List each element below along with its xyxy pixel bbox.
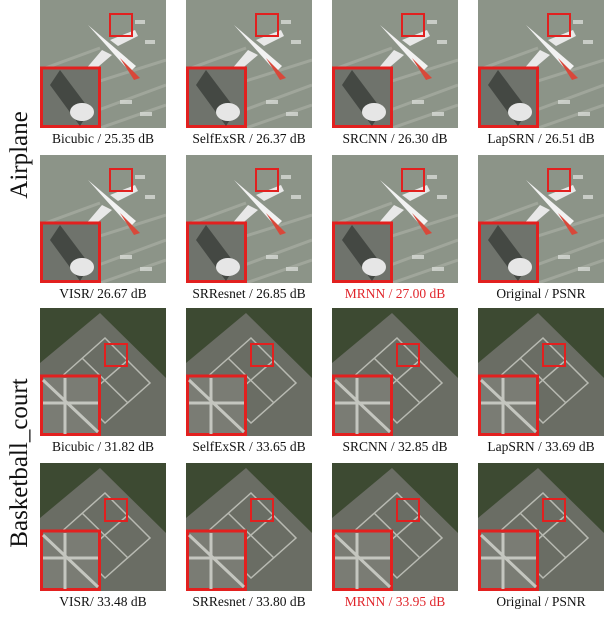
image: [332, 308, 458, 436]
image: [40, 308, 166, 436]
image-thumbnail: [478, 308, 604, 436]
caption: SelfExSR / 33.65 dB: [176, 439, 322, 455]
image-thumbnail: [332, 463, 458, 591]
image: [332, 0, 458, 128]
caption: VISR/ 33.48 dB: [30, 594, 176, 610]
image: [478, 308, 604, 436]
caption: Original / PSNR: [468, 286, 604, 302]
image-thumbnail: [186, 155, 312, 283]
caption: SRCNN / 26.30 dB: [322, 131, 468, 147]
caption: MRNN / 33.95 dB: [322, 594, 468, 610]
image-thumbnail: [40, 0, 166, 128]
image: [478, 0, 604, 128]
image-thumbnail: [332, 0, 458, 128]
image-thumbnail: [186, 0, 312, 128]
image: [40, 155, 166, 283]
image: [186, 308, 312, 436]
image: [186, 0, 312, 128]
image: [186, 155, 312, 283]
image: [186, 463, 312, 591]
group-label: Basketball_court: [6, 378, 34, 547]
caption: LapSRN / 26.51 dB: [468, 131, 604, 147]
image-thumbnail: [40, 155, 166, 283]
image: [40, 463, 166, 591]
caption: VISR/ 26.67 dB: [30, 286, 176, 302]
caption: SelfExSR / 26.37 dB: [176, 131, 322, 147]
image-thumbnail: [186, 308, 312, 436]
image-thumbnail: [478, 463, 604, 591]
image: [332, 155, 458, 283]
figure: Airplane Bicubic / 25.35 dB SelfExSR / 2…: [0, 0, 604, 621]
caption: Bicubic / 25.35 dB: [30, 131, 176, 147]
image-thumbnail: [40, 308, 166, 436]
image-thumbnail: [478, 155, 604, 283]
image: [478, 155, 604, 283]
image: [40, 0, 166, 128]
image-thumbnail: [332, 308, 458, 436]
image-thumbnail: [478, 0, 604, 128]
image-thumbnail: [332, 155, 458, 283]
image: [332, 463, 458, 591]
caption: Original / PSNR: [468, 594, 604, 610]
caption: MRNN / 27.00 dB: [322, 286, 468, 302]
caption: SRResnet / 26.85 dB: [176, 286, 322, 302]
caption: SRCNN / 32.85 dB: [322, 439, 468, 455]
image: [478, 463, 604, 591]
image-thumbnail: [186, 463, 312, 591]
caption: LapSRN / 33.69 dB: [468, 439, 604, 455]
image-thumbnail: [40, 463, 166, 591]
group-label: Airplane: [6, 111, 34, 198]
caption: SRResnet / 33.80 dB: [176, 594, 322, 610]
caption: Bicubic / 31.82 dB: [30, 439, 176, 455]
